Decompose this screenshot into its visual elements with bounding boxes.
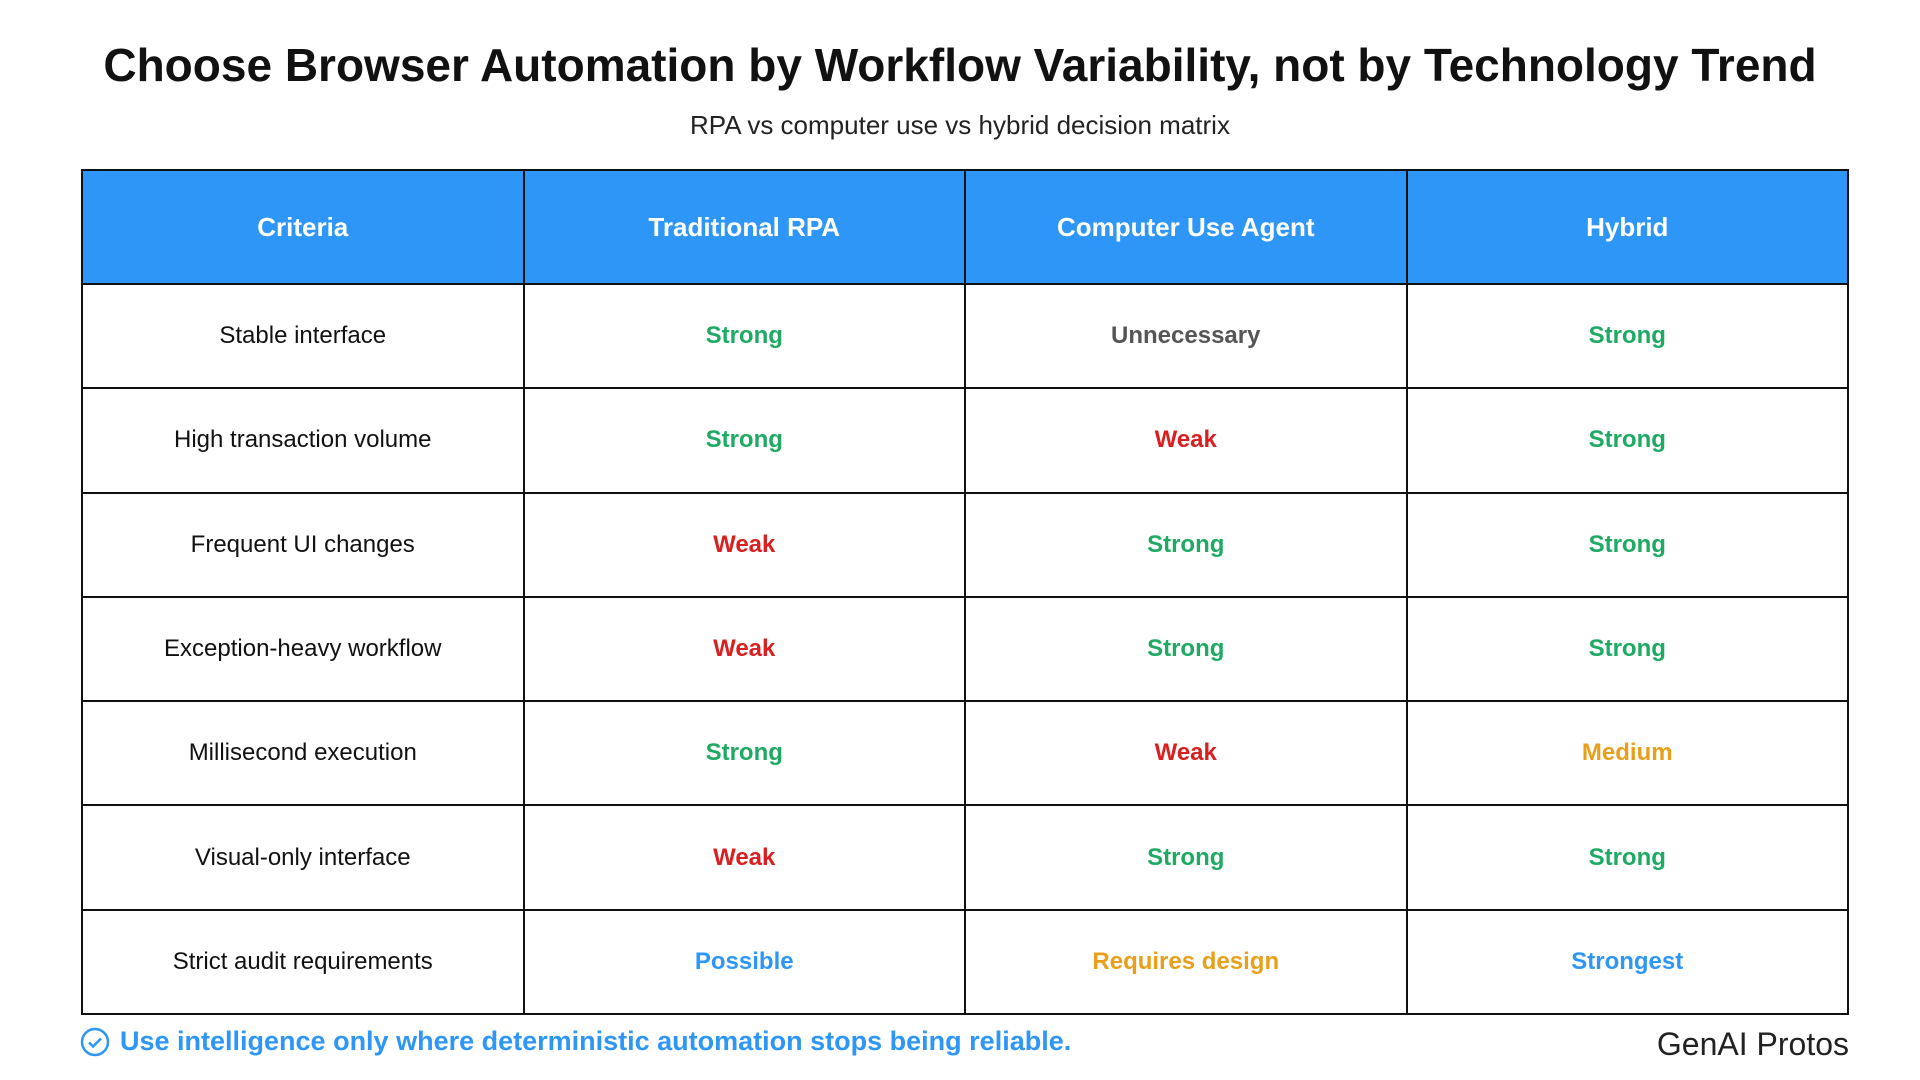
title: Choose Browser Automation by Workflow Va… (103, 39, 1817, 91)
note-text: Use intelligence only where deterministi… (120, 1026, 1072, 1056)
rating-cell: Possible (522, 908, 966, 1016)
rating-cell: Medium (1405, 700, 1849, 807)
rating-cell: Unnecessary (964, 282, 1408, 390)
criteria-cell: Visual-only interface (81, 804, 525, 911)
rating-cell: Strong (1405, 804, 1849, 911)
table-row: Strict audit requirements Possible Require… (81, 908, 1849, 1016)
criteria-cell: Exception-heavy workflow (81, 595, 525, 703)
rating-cell: Strong (1405, 491, 1849, 598)
table-row: Frequent UI changes Weak Strong Strong (81, 491, 1849, 598)
rating-cell: Strong (1405, 387, 1849, 494)
check-icon (80, 1027, 110, 1056)
rating-cell: Strong (522, 282, 966, 390)
rating-cell: Strong (964, 595, 1408, 703)
rating-cell: Weak (522, 595, 966, 703)
table-row: Visual-only interface Weak Strong Strong (81, 804, 1849, 911)
table-row: Stable interface Strong Unnecessary Strong (81, 282, 1849, 390)
subtitle: RPA vs computer use vs hybrid decision m… (690, 110, 1230, 140)
table-row: Exception-heavy workflow Weak Strong Strong (81, 595, 1849, 703)
rating-cell: Strong (964, 804, 1408, 911)
rating-cell: Strong (522, 387, 966, 494)
table-row: Millisecond execution Strong Weak Medium (81, 700, 1849, 807)
rating-cell: Strongest (1405, 908, 1849, 1016)
criteria-cell: High transaction volume (81, 387, 525, 494)
footer-note: Use intelligence only where deterministi… (80, 1026, 1071, 1057)
rating-cell: Weak (964, 387, 1408, 494)
rating-cell: Weak (964, 700, 1408, 807)
column-header: Computer Use Agent (964, 169, 1408, 285)
rating-cell: Weak (522, 491, 966, 598)
table-row: High transaction volume Strong Weak Strong (81, 387, 1849, 494)
rating-cell: Strong (1405, 595, 1849, 703)
rating-cell: Requires design (964, 908, 1408, 1016)
column-header: Hybrid (1405, 169, 1849, 285)
rating-cell: Strong (1405, 282, 1849, 390)
brand: GenAI Protos (1656, 1026, 1849, 1062)
criteria-cell: Frequent UI changes (81, 491, 525, 598)
column-header: Criteria (81, 169, 525, 285)
criteria-cell: Stable interface (81, 282, 525, 390)
rating-cell: Weak (522, 804, 966, 911)
criteria-cell: Millisecond execution (81, 700, 525, 807)
rating-cell: Strong (964, 491, 1408, 598)
header-row: Criteria Traditional RPA Computer Use Agen… (81, 169, 1849, 285)
column-header: Traditional RPA (522, 169, 966, 285)
criteria-cell: Strict audit requirements (81, 908, 525, 1016)
decision-matrix: Criteria Traditional RPA Computer Use Agen… (81, 169, 1849, 1016)
rating-cell: Strong (522, 700, 966, 807)
